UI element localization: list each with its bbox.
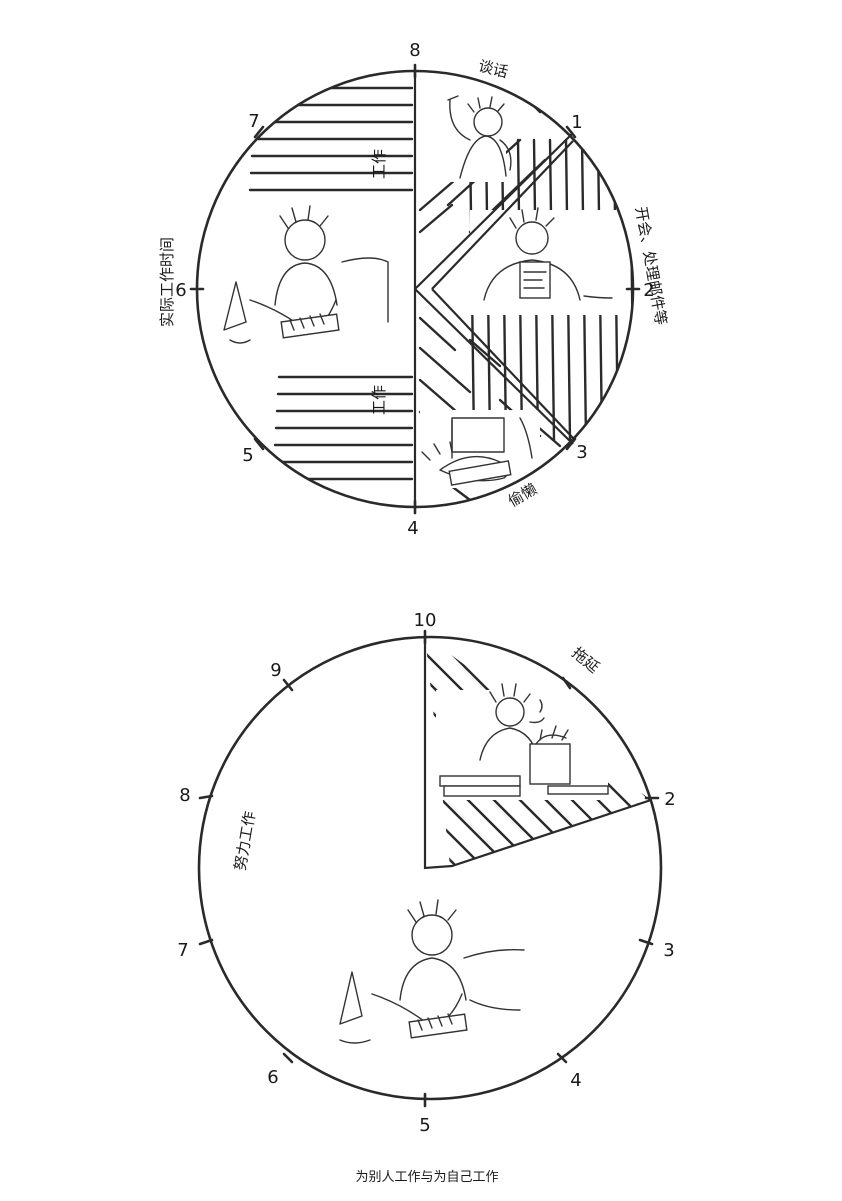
talk-label: 谈话 (477, 57, 510, 82)
reading-email-figure (483, 207, 613, 301)
top-wedge-boundaries (413, 70, 574, 508)
top-tick-label-2: 2 (643, 280, 654, 301)
work-label-upper: 工作 (370, 149, 388, 179)
top-left-work-hatching (248, 86, 414, 481)
hatch-stroke (425, 638, 518, 866)
procrastinating-figure (439, 683, 609, 797)
hatch-stroke (672, 640, 842, 900)
bottom-tick-label-4: 4 (570, 1070, 581, 1091)
bottom-clock-rim (197, 635, 663, 1101)
procrastinate-label: 拖延 (568, 644, 603, 677)
bottom-clock-numbers: 10 2 3 4 5 6 7 8 9 (177, 610, 675, 1136)
hatch-stroke (644, 638, 651, 866)
procrastinate-wedge-outline (423, 636, 652, 870)
top-clock-numbers: 8 1 2 3 4 5 6 7 (175, 40, 654, 539)
top-clock: 8 1 2 3 4 5 6 7 谈话 开会、处理邮件等 偷懒 实际工作时间 工作… (158, 40, 670, 539)
bottom-tick-label-9: 9 (270, 660, 281, 681)
hatch-stroke (152, 640, 412, 900)
hatch-stroke (126, 640, 386, 900)
working-at-keyboard-figure-top (223, 205, 389, 344)
hatch-stroke (592, 638, 651, 866)
hatch-stroke (698, 640, 842, 900)
hatch-stroke (618, 638, 651, 866)
phone-talking-figure (447, 95, 512, 179)
bottom-tick-label-6: 6 (267, 1067, 278, 1088)
bottom-clock-ticks (198, 629, 660, 1108)
top-clock-ticks (189, 63, 641, 515)
bottom-tick-label-5: 5 (419, 1115, 430, 1136)
bottom-tick-label-10: 10 (414, 610, 437, 631)
meetings-email-label: 开会、处理邮件等 (632, 205, 671, 326)
top-tick-label-8: 8 (409, 40, 420, 61)
bottom-clock: 10 2 3 4 5 6 7 8 9 拖延 努力工作 (100, 610, 842, 1136)
top-tick-label-5: 5 (242, 445, 253, 466)
top-tick-label-3: 3 (576, 442, 587, 463)
top-tick-label-4: 4 (407, 518, 418, 539)
hard-work-label: 努力工作 (231, 810, 259, 872)
hatch-stroke (100, 640, 360, 900)
hatch-stroke (425, 638, 440, 866)
top-tick-label-1: 1 (571, 112, 582, 133)
sleeping-at-desk-figure (421, 417, 533, 486)
bottom-tick-label-7: 7 (177, 940, 188, 961)
top-tick-label-6: 6 (175, 280, 186, 301)
hard-working-figure (339, 899, 525, 1044)
bottom-tick-label-2: 2 (664, 789, 675, 810)
bottom-tick-label-3: 3 (663, 940, 674, 961)
actual-work-time-label: 实际工作时间 (158, 237, 176, 327)
work-label-lower: 工作 (370, 385, 388, 415)
figure-caption: 为别人工作与为自己工作 (355, 1170, 498, 1185)
bottom-tick-label-8: 8 (179, 785, 190, 806)
top-tick-label-7: 7 (248, 111, 259, 132)
